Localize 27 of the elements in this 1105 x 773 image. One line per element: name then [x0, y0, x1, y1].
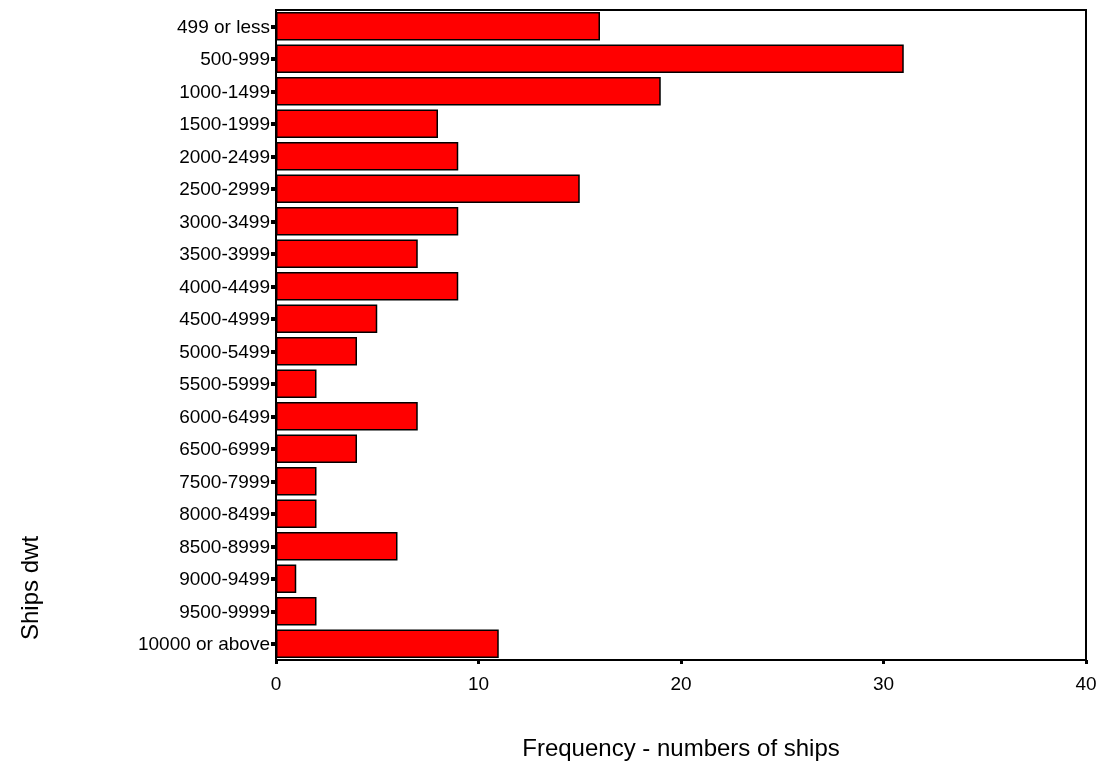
y-tick-label: 2500-2999 — [179, 178, 270, 200]
y-tick-label: 6500-6999 — [179, 438, 270, 460]
x-tick-label: 40 — [1075, 673, 1097, 694]
y-tick-label: 499 or less — [177, 15, 270, 37]
y-tick-label: 6000-6499 — [179, 405, 270, 427]
y-tick-label: 10000 or above — [137, 633, 270, 655]
y-tick-label: 500-999 — [200, 48, 270, 70]
y-tick-label: 9000-9499 — [179, 568, 270, 590]
y-tick-label: 8000-8499 — [179, 503, 270, 525]
y-tick-label: 1500-1999 — [179, 113, 270, 135]
y-tick-label: 4000-4499 — [179, 275, 270, 297]
y-tick-label: 7500-7999 — [179, 470, 270, 492]
y-tick-label: 4500-4999 — [179, 308, 270, 330]
x-tick-label: 0 — [270, 673, 282, 694]
y-tick-label: 1000-1499 — [179, 80, 270, 102]
x-tick-label: 10 — [467, 673, 490, 694]
y-tick-label: 5000-5499 — [179, 340, 270, 362]
y-tick-label: 3500-3999 — [179, 243, 270, 265]
x-tick-label: 20 — [670, 673, 692, 694]
y-tick-label: 5500-5999 — [179, 373, 270, 395]
x-axis-title: Frequency - numbers of ships — [522, 733, 840, 761]
y-tick-label: 3000-3499 — [179, 210, 270, 232]
y-tick-label: 2000-2499 — [179, 145, 270, 167]
y-tick-label: 9500-9999 — [179, 600, 270, 622]
x-tick-label: 30 — [872, 673, 895, 694]
y-tick-label: 8500-8999 — [179, 535, 270, 557]
y-axis-title: Ships dwt — [15, 535, 43, 640]
